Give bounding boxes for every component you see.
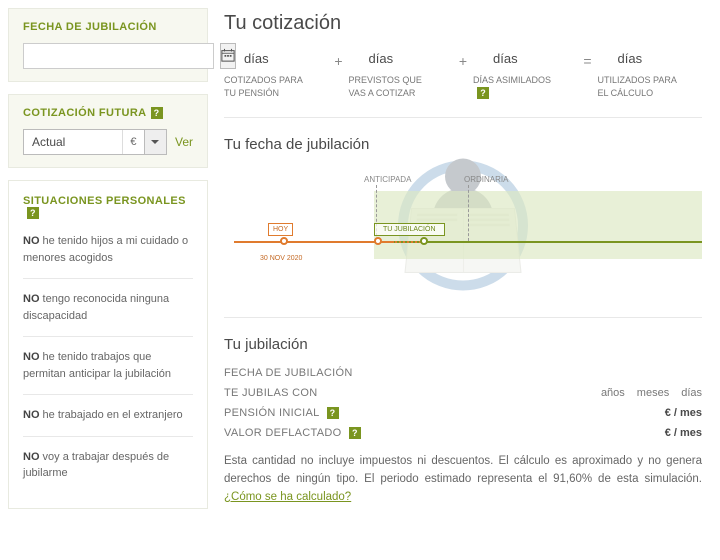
ver-link[interactable]: Ver (175, 135, 193, 149)
help-icon[interactable]: ? (151, 107, 163, 119)
retirement-timeline: ANTICIPADA ORDINARIA HOY TU JUBILACIÓN 3… (224, 163, 702, 303)
select-value: Actual (24, 130, 122, 154)
timeline-tag-today: HOY (268, 223, 293, 236)
personal-situations-panel: SITUACIONES PERSONALES? NO he tenido hij… (8, 180, 208, 509)
timeline-label-anticipada: ANTICIPADA (364, 175, 411, 184)
days-label: UTILIZADOS PARA EL CÁLCULO (598, 74, 688, 99)
retirement-info: FECHA DE JUBILACIÓN TE JUBILAS CON añosm… (224, 363, 702, 443)
timeline-label-ordinaria: ORDINARIA (464, 175, 508, 184)
equals-icon: = (582, 51, 594, 69)
future-contribution-panel: COTIZACIÓN FUTURA? Actual € Ver (8, 94, 208, 168)
retirement-date-input[interactable] (23, 43, 214, 69)
situation-item[interactable]: NO tengo reconocida ninguna discapacidad (23, 278, 193, 336)
situation-item[interactable]: NO he trabajado en el extranjero (23, 394, 193, 436)
sidebar: FECHA DE JUBILACIÓN COTIZACIÓN FUTURA? A… (8, 8, 208, 509)
retirement-heading: Tu jubilación (224, 336, 702, 353)
plus-icon: + (457, 51, 469, 69)
currency-label: € (122, 130, 144, 154)
days-value: días (349, 51, 454, 66)
help-icon[interactable]: ? (477, 87, 489, 99)
days-label: PREVISTOS QUE VAS A COTIZAR (349, 74, 439, 99)
info-label: FECHA DE JUBILACIÓN (224, 367, 353, 379)
main-content: Tu cotización días COTIZADOS PARA TU PENS… (224, 8, 712, 509)
situation-item[interactable]: NO he tenido hijos a mi cuidado o menore… (23, 233, 193, 278)
situation-item[interactable]: NO voy a trabajar después de jubilarme (23, 436, 193, 494)
retirement-date-panel: FECHA DE JUBILACIÓN (8, 8, 208, 82)
future-contribution-select[interactable]: Actual € (23, 129, 167, 155)
days-label: DÍAS ASIMILADOS ? (473, 74, 563, 99)
retirement-date-title: FECHA DE JUBILACIÓN (23, 21, 193, 33)
how-calculated-link[interactable]: ¿Cómo se ha calculado? (224, 491, 351, 503)
disclaimer-note: Esta cantidad no incluye impuestos ni de… (224, 453, 702, 506)
future-contribution-title: COTIZACIÓN FUTURA? (23, 107, 193, 119)
timeline-tag-retirement: TU JUBILACIÓN (374, 223, 445, 236)
personal-situations-title: SITUACIONES PERSONALES? (23, 195, 193, 219)
plus-icon: + (333, 51, 345, 69)
info-label: TE JUBILAS CON (224, 387, 317, 399)
chevron-down-icon[interactable] (144, 130, 166, 154)
days-label: COTIZADOS PARA TU PENSIÓN (224, 74, 314, 99)
help-icon[interactable]: ? (27, 207, 39, 219)
info-label: PENSIÓN INICIAL ? (224, 407, 339, 419)
timeline-today-date: 30 NOV 2020 (260, 255, 302, 262)
help-icon[interactable]: ? (327, 407, 339, 419)
info-value: € / mes (665, 427, 702, 439)
info-value: añosmesesdías (601, 387, 702, 399)
situation-item[interactable]: NO he tenido trabajos que permitan antic… (23, 336, 193, 394)
days-value: días (598, 51, 703, 66)
info-label: VALOR DEFLACTADO ? (224, 427, 361, 439)
contribution-summary: días COTIZADOS PARA TU PENSIÓN + días PREV… (224, 51, 702, 99)
help-icon[interactable]: ? (349, 427, 361, 439)
info-value: € / mes (665, 407, 702, 419)
days-value: días (224, 51, 329, 66)
days-value: días (473, 51, 578, 66)
contribution-heading: Tu cotización (224, 12, 702, 35)
